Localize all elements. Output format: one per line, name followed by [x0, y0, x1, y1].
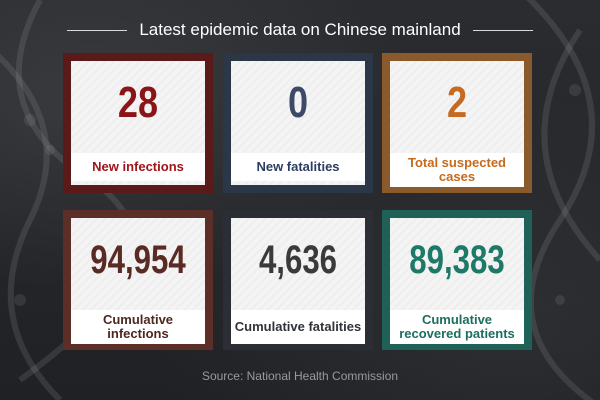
header-right-line	[472, 29, 533, 31]
page-title: Latest epidemic data on Chinese mainland	[139, 20, 461, 39]
card-panel: 4,636 Cumulative fatalities	[231, 218, 365, 344]
card-cumulative-recovered: 89,383 Cumulative recovered patients	[382, 210, 532, 350]
header: Latest epidemic data on Chinese mainland	[0, 18, 600, 42]
card-value: 0	[287, 78, 309, 127]
card-label: Cumulative fatalities	[231, 310, 365, 344]
card-label: New fatalities	[231, 153, 365, 181]
card-panel: 28 New infections	[71, 61, 205, 185]
card-label: Cumulative recovered patients	[390, 310, 524, 344]
card-label: Cumulative infections	[71, 310, 205, 344]
card-value: 89,383	[409, 237, 505, 282]
card-value: 2	[446, 78, 468, 127]
card-panel: 94,954 Cumulative infections	[71, 218, 205, 344]
source-note: Source: National Health Commission	[201, 369, 399, 383]
card-value: 28	[117, 78, 159, 127]
card-label: New infections	[71, 153, 205, 181]
card-panel: 2 Total suspected cases	[390, 61, 524, 187]
card-label: Total suspected cases	[390, 153, 524, 187]
card-new-infections: 28 New infections	[63, 53, 213, 193]
card-panel: 0 New fatalities	[231, 61, 365, 185]
card-panel: 89,383 Cumulative recovered patients	[390, 218, 524, 344]
card-value: 4,636	[258, 237, 338, 282]
header-left-line	[67, 29, 128, 31]
card-cumulative-infections: 94,954 Cumulative infections	[63, 210, 213, 350]
card-value: 94,954	[90, 237, 186, 282]
card-cumulative-fatalities: 4,636 Cumulative fatalities	[223, 210, 373, 350]
card-total-suspected: 2 Total suspected cases	[382, 53, 532, 193]
card-new-fatalities: 0 New fatalities	[223, 53, 373, 193]
